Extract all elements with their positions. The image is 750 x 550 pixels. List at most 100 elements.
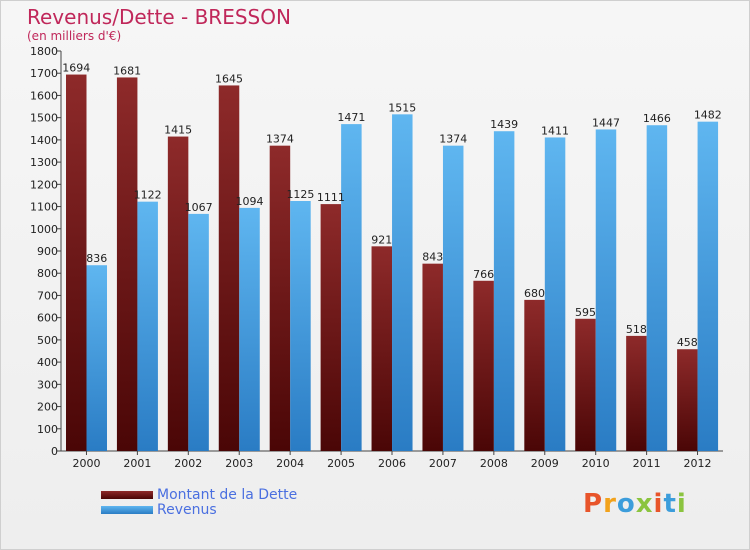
legend-swatch-debt xyxy=(101,490,153,499)
y-tick-label: 1200 xyxy=(30,178,58,191)
bar-debt xyxy=(473,280,494,451)
data-label-debt: 843 xyxy=(422,251,443,264)
data-label-revenue: 1125 xyxy=(286,188,314,201)
data-label-revenue: 1094 xyxy=(236,195,264,208)
y-tick-label: 700 xyxy=(37,289,58,302)
y-tick-label: 100 xyxy=(37,423,58,436)
bar-revenue xyxy=(137,201,158,451)
x-tick-label: 2012 xyxy=(684,457,712,470)
y-tick-label: 1600 xyxy=(30,89,58,102)
chart-bars xyxy=(66,74,719,452)
data-label-debt: 1694 xyxy=(62,62,90,75)
y-tick-label: 1700 xyxy=(30,67,58,80)
bar-revenue xyxy=(646,125,668,451)
data-label-revenue: 1122 xyxy=(134,189,162,202)
data-label-debt: 1645 xyxy=(215,72,243,85)
data-label-debt: 458 xyxy=(677,336,698,349)
bar-debt xyxy=(677,349,698,451)
logo-letter: x xyxy=(635,489,654,519)
x-tick-label: 2009 xyxy=(531,457,559,470)
chart-legend: Montant de la Dette Revenus xyxy=(101,486,298,518)
x-tick-label: 2007 xyxy=(429,457,457,470)
bar-debt xyxy=(626,335,647,451)
bar-revenue xyxy=(86,265,107,451)
bar-revenue xyxy=(341,124,362,451)
bar-revenue xyxy=(239,207,260,451)
data-label-revenue: 1374 xyxy=(439,133,467,146)
data-label-revenue: 1471 xyxy=(337,111,365,124)
y-tick-label: 200 xyxy=(37,401,58,414)
data-label-revenue: 1482 xyxy=(694,109,722,122)
data-label-revenue: 1515 xyxy=(388,101,416,114)
data-label-debt: 1111 xyxy=(317,191,345,204)
legend-label-debt: Montant de la Dette xyxy=(157,486,298,503)
x-tick-label: 2001 xyxy=(123,457,151,470)
bar-debt xyxy=(66,74,87,452)
x-tick-label: 2010 xyxy=(582,457,610,470)
data-label-debt: 921 xyxy=(371,233,392,246)
bar-revenue xyxy=(392,114,413,451)
bar-debt xyxy=(116,77,138,451)
bar-debt xyxy=(371,246,393,451)
data-label-debt: 1374 xyxy=(266,133,294,146)
legend-label-revenue: Revenus xyxy=(157,501,217,518)
bar-revenue xyxy=(544,137,566,451)
y-tick-label: 1000 xyxy=(30,223,58,236)
data-label-revenue: 836 xyxy=(86,252,107,265)
data-label-debt: 680 xyxy=(524,287,545,300)
y-tick-label: 1300 xyxy=(30,156,58,169)
x-tick-label: 2000 xyxy=(72,457,100,470)
legend-swatch-revenue xyxy=(101,505,153,514)
x-tick-label: 2004 xyxy=(276,457,304,470)
data-label-revenue: 1466 xyxy=(643,112,671,125)
data-label-debt: 595 xyxy=(575,306,596,319)
data-label-debt: 766 xyxy=(473,268,494,281)
y-tick-label: 600 xyxy=(37,312,58,325)
bar-debt xyxy=(524,299,545,451)
x-tick-label: 2005 xyxy=(327,457,355,470)
chart-subtitle: (en milliers d'€) xyxy=(27,29,122,43)
logo-letter: i xyxy=(653,489,664,519)
y-tick-label: 1400 xyxy=(30,134,58,147)
logo-letter: i xyxy=(676,489,687,519)
data-label-revenue: 1067 xyxy=(185,201,213,214)
bar-debt xyxy=(218,85,240,451)
x-tick-label: 2008 xyxy=(480,457,508,470)
x-tick-label: 2002 xyxy=(174,457,202,470)
data-label-debt: 1415 xyxy=(164,124,192,137)
logo-letter: r xyxy=(603,489,617,519)
y-tick-label: 400 xyxy=(37,356,58,369)
bar-revenue xyxy=(290,201,311,451)
logo-letter: o xyxy=(616,489,636,519)
y-tick-label: 500 xyxy=(37,334,58,347)
logo-letter: t xyxy=(663,489,677,519)
x-tick-label: 2011 xyxy=(633,457,661,470)
chart-data-labels: 1694 1681 1415 1645 1374 1111 921 843 766 680 595 5… xyxy=(62,62,722,350)
data-label-debt: 1681 xyxy=(113,64,141,77)
y-tick-label: 1100 xyxy=(30,201,58,214)
data-label-debt: 518 xyxy=(626,323,647,336)
bar-revenue xyxy=(595,129,617,451)
bar-debt xyxy=(269,145,291,451)
data-label-revenue: 1439 xyxy=(490,118,518,131)
bar-revenue xyxy=(493,131,515,451)
bar-debt xyxy=(167,136,189,452)
proxiti-logo: Proxiti xyxy=(583,489,687,519)
data-label-revenue: 1411 xyxy=(541,124,569,137)
y-tick-label: 1800 xyxy=(30,45,58,58)
bar-revenue xyxy=(188,213,209,451)
y-tick-label: 300 xyxy=(37,378,58,391)
x-tick-label: 2006 xyxy=(378,457,406,470)
y-tick-label: 0 xyxy=(51,445,58,458)
bar-revenue xyxy=(442,145,464,451)
data-label-revenue: 1447 xyxy=(592,116,620,129)
x-tick-label: 2003 xyxy=(225,457,253,470)
legend-item-debt: Montant de la Dette xyxy=(101,486,298,503)
y-tick-label: 1500 xyxy=(30,112,58,125)
y-tick-label: 900 xyxy=(37,245,58,258)
y-tick-label: 800 xyxy=(37,267,58,280)
chart-axes: 0 100 200 300 400 500 600 700 800 900 1000 1100 1200… xyxy=(30,45,723,470)
bar-debt xyxy=(575,318,596,451)
